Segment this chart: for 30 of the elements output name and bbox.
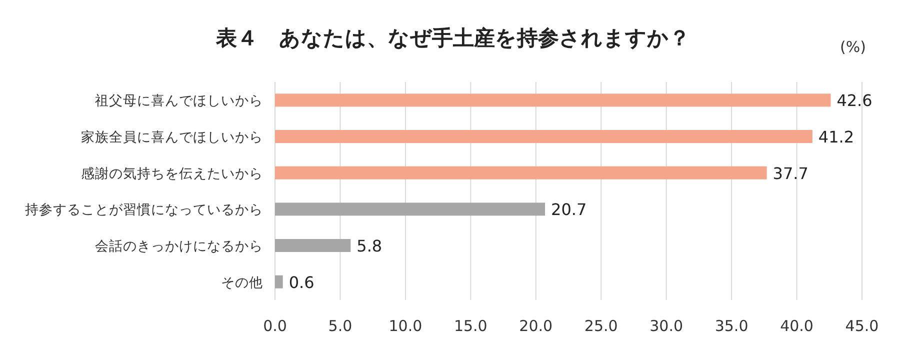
bar	[275, 275, 283, 288]
y-tick-label: 持参することが習慣になっているから	[25, 202, 263, 218]
data-label: 42.6	[836, 91, 872, 110]
data-label: 37.7	[772, 164, 808, 183]
y-tick-label: 家族全員に喜んでほしいから	[81, 130, 263, 146]
bar	[275, 130, 812, 143]
text: (%)	[840, 38, 866, 56]
bar	[275, 239, 351, 252]
x-tick-label: 45.0	[845, 317, 879, 335]
data-label: 20.7	[551, 200, 587, 220]
y-tick-label: 会話のきっかけになるから	[95, 238, 263, 254]
x-tick-label: 5.0	[328, 317, 352, 335]
x-tick-label: 20.0	[519, 317, 553, 335]
bar	[275, 166, 767, 180]
y-tick-label: その他	[221, 274, 263, 291]
bar	[275, 202, 546, 216]
x-tick-label: 30.0	[650, 317, 684, 335]
data-label: 41.2	[818, 128, 854, 146]
y-tick-label: 祖父母に喜んでほしいから	[95, 93, 263, 110]
x-tick-label: 25.0	[584, 317, 618, 335]
x-tick-label: 10.0	[388, 317, 422, 335]
bar	[275, 94, 831, 107]
data-label: 5.8	[356, 236, 382, 256]
chart-title: 表４ あなたは、なぜ手土産を持参されますか？	[215, 26, 690, 50]
data-label: 0.6	[288, 272, 314, 292]
x-tick-label: 40.0	[780, 317, 814, 335]
x-tick-label: 0.0	[263, 317, 287, 335]
x-tick-label: 35.0	[714, 317, 748, 335]
y-tick-label: 感謝の気持ちを伝えたいから	[81, 166, 263, 182]
x-tick-label: 15.0	[454, 317, 488, 335]
